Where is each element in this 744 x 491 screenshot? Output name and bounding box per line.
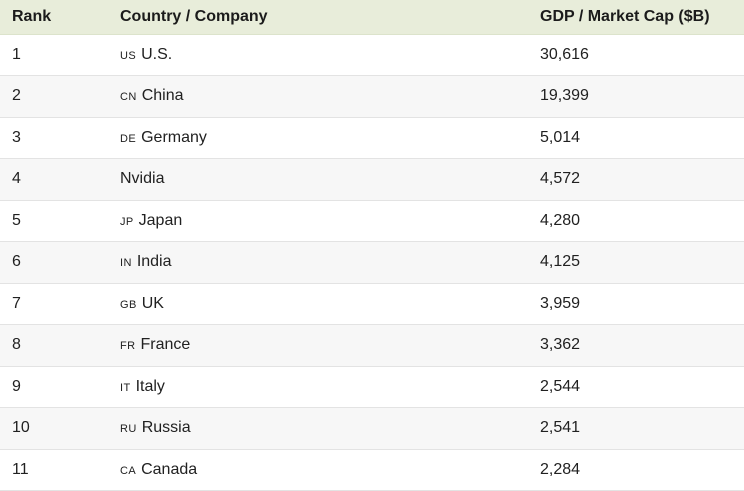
country-cell: Nvidia [108,158,528,201]
country-flag-code: IT [120,381,131,394]
country-name: Canada [141,460,198,478]
country-flag-code: FR [120,340,136,353]
country-flag-code: JP [120,215,134,228]
country-name: Italy [135,377,165,395]
rank-column-header: Rank [0,0,108,35]
country-cell: CN China [108,75,528,118]
value-cell: 2,544 [528,366,744,408]
country-name: Japan [138,211,183,229]
country-cell: JP Japan [108,200,528,242]
table-header: Rank Country / Company GDP / Market Cap … [0,0,744,35]
country-flag-code: CN [120,91,137,104]
table-row: 6 IN India 4,125 [0,241,744,284]
rank-cell: 7 [0,283,108,325]
rank-cell: 10 [0,407,108,450]
table-row: 7 GB UK 3,959 [0,283,744,325]
country-company-column-header: Country / Company [108,0,528,35]
country-flag-code: US [120,49,137,62]
table-row: 8 FR France 3,362 [0,324,744,367]
rank-cell: 6 [0,241,108,284]
value-cell: 2,284 [528,449,744,491]
country-name: China [141,87,184,105]
country-cell: US U.S. [108,34,528,76]
country-flag-code: RU [120,423,137,436]
country-name: France [140,336,191,354]
country-flag-code: GB [120,298,137,311]
table-row: 1 US U.S. 30,616 [0,34,744,76]
rank-cell: 5 [0,200,108,242]
rank-cell: 2 [0,75,108,118]
country-cell: IN India [108,241,528,284]
table-body: 1 US U.S. 30,616 2 CN China 19,399 3 DE Ger… [0,34,744,491]
table-row: 9 IT Italy 2,544 [0,366,744,408]
table-row: 3 DE Germany 5,014 [0,117,744,159]
country-name: India [136,253,172,271]
value-cell: 4,572 [528,158,744,201]
rank-cell: 1 [0,34,108,76]
rank-cell: 11 [0,449,108,491]
value-cell: 4,125 [528,241,744,284]
table-row: 5 JP Japan 4,280 [0,200,744,242]
rank-cell: 4 [0,158,108,201]
rank-cell: 3 [0,117,108,159]
value-cell: 30,616 [528,34,744,76]
value-cell: 5,014 [528,117,744,159]
rank-cell: 8 [0,324,108,367]
country-name: UK [141,294,164,312]
gdp-market-cap-column-header: GDP / Market Cap ($B) [528,0,744,35]
table-row: 2 CN China 19,399 [0,75,744,118]
country-cell: GB UK [108,283,528,325]
country-name: U.S. [141,45,173,63]
value-cell: 19,399 [528,75,744,118]
country-flag-code: CA [120,464,137,477]
value-cell: 3,362 [528,324,744,367]
country-cell: FR France [108,324,528,367]
country-flag-code: IN [120,257,132,270]
country-flag-code: DE [120,132,137,145]
header-row: Rank Country / Company GDP / Market Cap … [0,0,744,35]
table-row: 10 RU Russia 2,541 [0,407,744,450]
country-name: Russia [141,419,191,437]
country-cell: DE Germany [108,117,528,159]
country-cell: IT Italy [108,366,528,408]
value-cell: 4,280 [528,200,744,242]
table-row: 11 CA Canada 2,284 [0,449,744,491]
country-cell: RU Russia [108,407,528,450]
country-cell: CA Canada [108,449,528,491]
country-name: Nvidia [120,170,165,188]
table-row: 4 Nvidia 4,572 [0,158,744,201]
value-cell: 2,541 [528,407,744,450]
value-cell: 3,959 [528,283,744,325]
country-name: Germany [141,128,207,146]
rank-cell: 9 [0,366,108,408]
